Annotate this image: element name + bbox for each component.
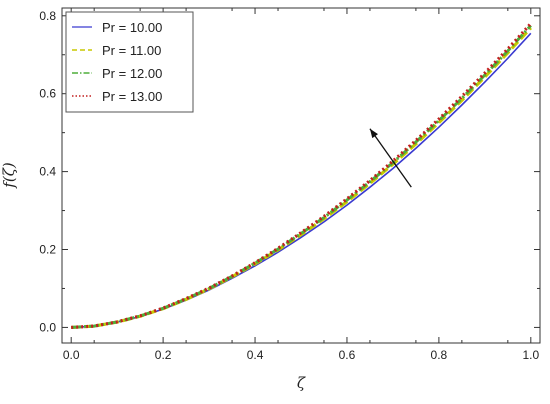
x-tick-label: 0.0 bbox=[63, 348, 80, 362]
x-tick-label: 0.2 bbox=[155, 348, 172, 362]
y-tick-label: 0.8 bbox=[39, 9, 56, 23]
x-tick-label: 1.0 bbox=[522, 348, 539, 362]
y-tick-label: 0.6 bbox=[39, 87, 56, 101]
x-axis-title: ζ bbox=[297, 374, 306, 392]
y-tick-label: 0.2 bbox=[39, 243, 56, 257]
y-axis-title: f(ζ) bbox=[0, 162, 18, 189]
trend-arrow-head bbox=[369, 128, 378, 139]
plot-frame bbox=[61, 7, 541, 344]
x-tick-label: 0.4 bbox=[247, 348, 264, 362]
legend-label-1: Pr = 10.00 bbox=[102, 20, 162, 35]
trend-arrow-shaft bbox=[369, 128, 412, 188]
x-tick-label: 0.6 bbox=[339, 348, 356, 362]
x-tick-label: 0.8 bbox=[431, 348, 448, 362]
legend-label-3: Pr = 12.00 bbox=[102, 66, 162, 81]
series-line-4 bbox=[71, 22, 532, 330]
legend-label-2: Pr = 11.00 bbox=[102, 43, 161, 58]
legend-label-4: Pr = 13.00 bbox=[102, 89, 162, 104]
y-tick-label: 0.0 bbox=[39, 320, 56, 334]
y-tick-label: 0.4 bbox=[39, 165, 56, 179]
